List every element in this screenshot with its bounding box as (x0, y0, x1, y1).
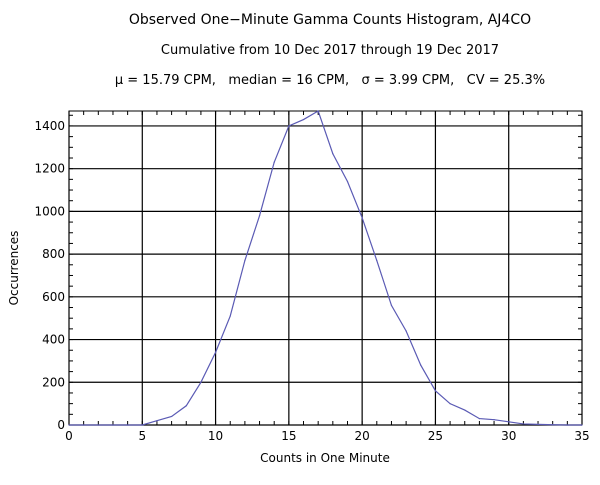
x-tick-label: 20 (355, 429, 370, 443)
data-point (127, 424, 129, 426)
data-point (317, 110, 319, 112)
x-axis-label: Counts in One Minute (260, 451, 390, 465)
x-tick-label: 30 (501, 429, 516, 443)
data-point (302, 118, 305, 121)
grid (68, 111, 583, 426)
data-point (405, 330, 407, 332)
plot-frame (68, 110, 583, 426)
data-point (185, 405, 187, 407)
data-point (508, 421, 510, 423)
data-point (214, 351, 217, 353)
data-point (376, 259, 378, 262)
data-point (288, 125, 290, 127)
data-point (156, 420, 158, 422)
axis-ticks (68, 111, 583, 426)
data-point (346, 180, 349, 183)
data-point (258, 215, 261, 217)
data-point (83, 424, 85, 426)
y-tick-label: 200 (42, 375, 65, 389)
data-point (420, 364, 422, 366)
data-point (581, 424, 583, 426)
data-point (449, 403, 451, 405)
y-tick-label: 1400 (34, 119, 65, 133)
x-tick-label: 5 (138, 429, 146, 443)
y-tick-label: 1200 (34, 162, 65, 176)
data-point (522, 423, 524, 425)
y-tick-label: 1000 (34, 204, 65, 218)
chart-stats: μ = 15.79 CPM, median = 16 CPM, σ = 3.99… (115, 73, 545, 88)
chart-title: Observed One−Minute Gamma Counts Histogr… (129, 12, 531, 28)
data-point (434, 390, 437, 392)
data-point (112, 424, 114, 426)
data-point (200, 381, 202, 383)
data-point (171, 415, 173, 418)
x-tick-label: 10 (208, 429, 223, 443)
x-tick-label: 15 (281, 429, 296, 443)
data-point (273, 161, 275, 163)
data-point (552, 424, 554, 426)
y-axis-label: Occurrences (7, 231, 21, 306)
data-line (69, 110, 582, 426)
y-tick-label: 0 (57, 418, 65, 432)
data-point (244, 259, 246, 262)
x-tick-label: 35 (574, 429, 589, 443)
y-tick-label: 800 (42, 247, 65, 261)
data-point (537, 423, 539, 425)
data-point (390, 304, 393, 306)
data-point (361, 217, 363, 219)
data-point (464, 409, 466, 411)
data-point (68, 424, 70, 426)
data-point (478, 417, 480, 420)
chart-subtitle: Cumulative from 10 Dec 2017 through 19 D… (161, 43, 499, 58)
y-tick-label: 600 (42, 290, 65, 304)
x-tick-label: 25 (428, 429, 443, 443)
data-point (229, 315, 231, 317)
x-tick-label: 0 (65, 429, 73, 443)
y-tick-label: 400 (42, 333, 65, 347)
data-point (566, 424, 568, 426)
data-point (493, 419, 495, 421)
data-point (332, 153, 334, 155)
data-point (97, 424, 99, 426)
data-point (141, 424, 143, 426)
